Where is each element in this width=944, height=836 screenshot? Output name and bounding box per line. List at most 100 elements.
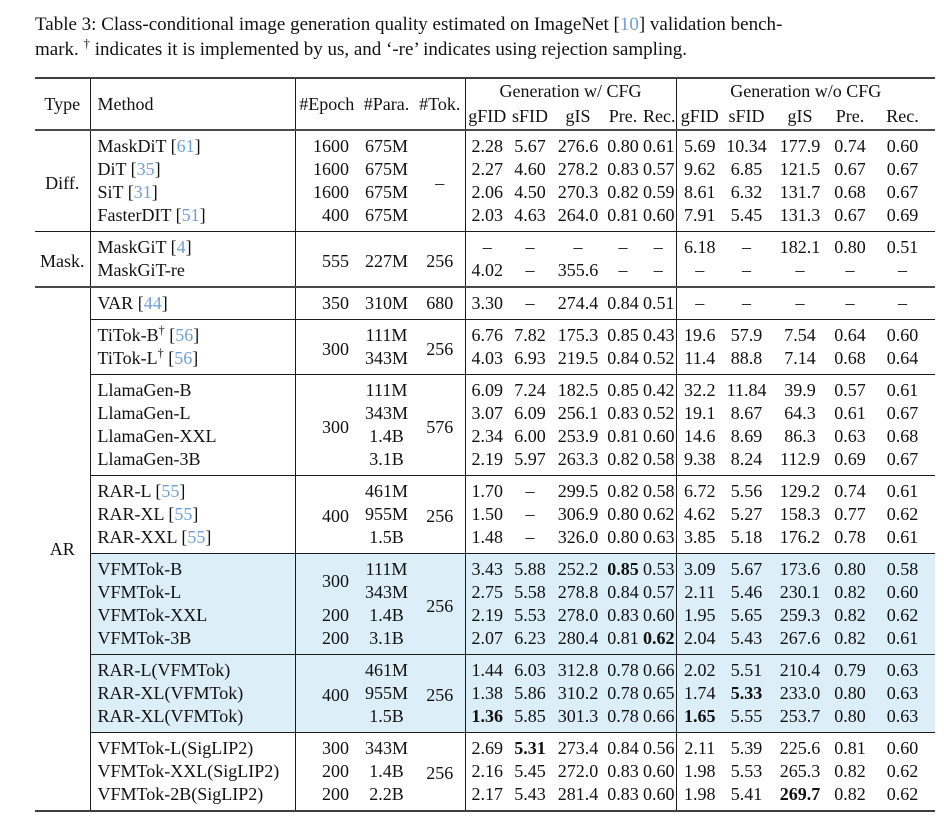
method-name: RAR-XL [97, 504, 164, 525]
citation-link[interactable]: 31 [133, 182, 152, 203]
metric-cfg-gfid: 2.19 [471, 449, 504, 470]
metric-nocfg-sfid: 5.45 [730, 205, 763, 226]
para-cell: 111M [358, 553, 415, 582]
metric-cfg-gfid: 6.76 [465, 319, 509, 348]
metric-cfg-pre: 0.82 [607, 182, 639, 203]
metric-nocfg-gis: 210.4 [770, 654, 831, 683]
citation-link[interactable]: 35 [136, 159, 155, 180]
metric-nocfg-pre: 0.82 [830, 627, 871, 655]
metric-nocfg-rec: 0.68 [886, 426, 919, 447]
metric-nocfg-gfid: 1.95 [676, 604, 724, 628]
metric-nocfg-gfid: – [676, 286, 724, 320]
epoch-cell: 350 [295, 286, 358, 320]
para-cell: 675M [364, 159, 408, 180]
metric-nocfg-gfid: 8.61 [684, 182, 716, 203]
para-cell: 675M [358, 129, 415, 159]
citation-link[interactable]: 44 [143, 293, 162, 314]
para-cell: 1.5B [369, 527, 404, 548]
metric-cfg-rec: 0.51 [641, 286, 677, 320]
metric-cfg-gis: 312.8 [551, 654, 605, 683]
method-cell: RAR-XL(VFMTok) [90, 705, 296, 733]
citation-link[interactable]: 56 [175, 325, 194, 346]
metric-nocfg-rec: 0.63 [870, 654, 936, 683]
metric-nocfg-rec: 0.61 [870, 374, 936, 403]
metric-nocfg-gfid: 14.6 [684, 426, 716, 447]
metric-cfg-pre: 0.80 [607, 527, 639, 548]
metric-cfg-sfid: 5.31 [509, 732, 551, 761]
metric-cfg-pre: 0.84 [605, 286, 641, 320]
metric-nocfg-pre: 0.67 [834, 159, 866, 180]
metric-cfg-pre: 0.80 [605, 129, 641, 159]
metric-cfg-rec: 0.42 [641, 374, 677, 403]
method-name: RAR-XXL [97, 527, 177, 548]
metric-cfg-gis: 280.4 [551, 627, 605, 655]
metric-nocfg-sfid: 6.32 [730, 182, 763, 203]
metric-cfg-pre: 0.85 [605, 319, 641, 348]
citation-link[interactable]: 55 [161, 481, 180, 502]
metric-nocfg-rec: 0.62 [886, 784, 919, 805]
metric-nocfg-rec: 0.60 [870, 581, 936, 605]
metric-cfg-sfid: 4.60 [514, 159, 546, 180]
metric-cfg-gis: 182.5 [551, 374, 605, 403]
epoch-cell: 300 [295, 319, 358, 375]
metric-cfg-rec: 0.56 [641, 732, 677, 761]
citation-link[interactable]: 61 [176, 136, 195, 157]
metric-nocfg-pre: 0.68 [834, 348, 866, 369]
metric-cfg-gfid: 3.43 [465, 553, 509, 582]
para-cell: 343M [364, 348, 408, 369]
metric-nocfg-rec: 0.60 [870, 129, 936, 159]
method-name: MaskGiT [97, 237, 167, 258]
header-row-groups: Type Method #Epoch #Para. #Tok. Generati… [35, 78, 935, 131]
metric-cfg-sfid: 6.93 [514, 348, 546, 369]
method-cell: RAR-XL(VFMTok) [90, 682, 296, 706]
metric-nocfg-pre: 0.82 [834, 761, 866, 782]
caption-text: ] validation bench- [638, 14, 783, 35]
epoch-cell: 300 [295, 553, 358, 605]
method-name: VAR [97, 293, 134, 314]
metric-nocfg-pre: 0.78 [834, 527, 866, 548]
metric-cfg-rec: 0.62 [641, 503, 677, 527]
metric-cfg-rec: 0.60 [641, 425, 677, 449]
method-name: VFMTok-L [97, 582, 182, 603]
method-cell: LlamaGen-L [90, 402, 296, 426]
metric-cfg-sfid: 5.97 [514, 449, 546, 470]
metric-cfg-gfid: 6.09 [465, 374, 509, 403]
metric-nocfg-rec: 0.63 [870, 682, 936, 706]
para-cell: 955M [358, 682, 415, 706]
metric-cfg-pre: 0.85 [605, 553, 641, 582]
method-name: SiT [97, 182, 124, 203]
metric-cfg-gis: 306.9 [557, 504, 599, 525]
table-row: VFMTok-L(SigLIP2) 300 343M 256 2.69 5.31 273.4… [35, 732, 936, 812]
metric-nocfg-gis: 267.6 [770, 627, 831, 655]
metric-cfg-gis: 301.3 [551, 705, 605, 733]
method-cell: LlamaGen-XXL [90, 425, 296, 449]
metric-nocfg-rec: 0.63 [870, 705, 936, 733]
metric-nocfg-gfid: 9.62 [684, 159, 716, 180]
citation-link[interactable]: 56 [174, 348, 193, 369]
epoch-cell: 1600 [313, 182, 349, 203]
metric-nocfg-gfid: 2.11 [676, 581, 724, 605]
col-header-method: Method [90, 78, 296, 131]
metric-nocfg-sfid: 5.18 [730, 527, 763, 548]
metric-nocfg-sfid: 5.55 [723, 705, 771, 733]
metric-cfg-gis: 264.0 [557, 205, 599, 226]
metric-cfg-pre: 0.81 [607, 426, 639, 447]
metric-cfg-rec: 0.63 [641, 526, 677, 554]
para-cell: 461M [358, 475, 415, 504]
citation-link[interactable]: 55 [174, 504, 193, 525]
col-header-nocfg-group: Generation w/o CFG [730, 81, 882, 102]
citation-link[interactable]: 4 [176, 237, 186, 258]
citation-link[interactable]: 10 [619, 14, 639, 35]
metric-cfg-sfid: 4.50 [514, 182, 546, 203]
metric-cfg-gfid: – [465, 231, 509, 260]
table-row: VFMTok-B 300 111M 256 3.43 5.88 252.2 0.85 0.53 3… [35, 553, 936, 655]
metric-nocfg-pre: – [845, 260, 855, 281]
metric-nocfg-rec: – [898, 260, 908, 281]
table-row: LlamaGen-B 300 111M 576 6.09 7.24 182.5 0.85 0.4… [35, 374, 936, 476]
table-row: RAR-XL(VFMTok) 1.5B 1.36 5.85 301.3 0.78 0.66 1… [35, 705, 936, 733]
metric-cfg-gis: 278.0 [551, 604, 605, 628]
citation-link[interactable]: 55 [187, 527, 206, 548]
metric-cfg-gfid: 3.30 [465, 286, 509, 320]
paper-page: Table 3: Class-conditional image generat… [35, 14, 936, 813]
citation-link[interactable]: 51 [181, 205, 200, 226]
